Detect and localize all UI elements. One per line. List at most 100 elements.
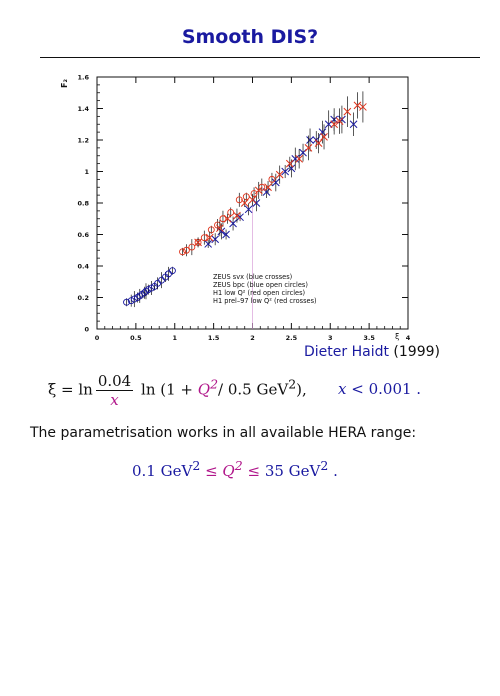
point-stroke-b — [353, 101, 362, 110]
hera-q2-range-equation: 0.1 GeV2 ≤ Q2 ≤ 35 GeV2 . — [132, 458, 338, 480]
cross-marker-s3 — [194, 238, 202, 247]
slide-title: Smooth DIS? — [181, 26, 319, 48]
eq1-q: Q — [197, 380, 211, 399]
point-stroke-b — [233, 211, 241, 220]
cross-marker-s3 — [359, 91, 367, 123]
point-stroke-b — [304, 144, 313, 152]
point-stroke-b — [194, 238, 202, 247]
cross-marker-s3 — [343, 96, 352, 127]
eq2-q: Q — [222, 462, 235, 480]
cross-marker-s1 — [349, 112, 358, 137]
point-stroke-b — [291, 155, 300, 163]
legend-entry: ZEUS bpc (blue open circles) — [213, 281, 308, 289]
point — [182, 246, 190, 254]
cross-marker-s3 — [264, 181, 272, 194]
cross-marker-s3 — [285, 156, 294, 171]
point-stroke-b — [244, 205, 253, 214]
cross-marker-s3 — [330, 113, 338, 135]
x-axis-title: ξ — [395, 332, 399, 341]
point-stroke-b — [271, 178, 280, 187]
cross-marker-s3 — [254, 181, 263, 199]
point-stroke-b — [287, 164, 296, 173]
circle-marker-s0 — [168, 266, 176, 275]
eq1-lhs: ξ = ln — [48, 380, 93, 399]
point — [235, 196, 243, 204]
point-stroke-b — [335, 117, 344, 125]
eq1-cond-rest: < 0.001 . — [351, 380, 422, 398]
x-tick-label: 1.5 — [208, 334, 220, 342]
circle-marker-s0 — [130, 291, 138, 308]
point-stroke-b — [217, 227, 226, 236]
y-tick-label: 0.8 — [77, 200, 89, 208]
point-stroke-b — [223, 214, 232, 223]
point-stroke-b — [205, 233, 214, 242]
circle-marker-s2 — [200, 230, 208, 245]
circle-marker-s2 — [182, 244, 190, 257]
point-stroke-b — [343, 107, 352, 116]
cross-marker-s1 — [318, 120, 327, 144]
eq1-q-exp: 2 — [210, 376, 219, 392]
cross-marker-s3 — [275, 165, 284, 184]
point — [200, 234, 208, 242]
point — [250, 190, 258, 198]
x-tick-label: 1 — [172, 334, 177, 342]
point-stroke-b — [349, 120, 358, 129]
circle-marker-s2 — [207, 225, 215, 234]
eq2-q-exp: 2 — [234, 458, 243, 473]
circle-marker-s0 — [123, 298, 130, 307]
x-tick-label: 4 — [406, 334, 411, 342]
point-stroke-b — [359, 103, 367, 111]
legend-entry: H1 prel–97 low Q² (red crosses) — [213, 297, 317, 305]
author-credit: Dieter Haidt (1999) — [304, 344, 440, 360]
cross-marker-s1 — [324, 110, 333, 139]
x-tick-label: 2 — [250, 334, 255, 342]
cross-marker-s3 — [223, 213, 232, 224]
x-tick-label: 2.5 — [286, 334, 298, 342]
xi-definition-equation: ξ = ln 0.04 x ln (1 + Q2/ 0.5 GeV2), x < 0… — [48, 372, 421, 409]
circle-marker-s0 — [147, 281, 155, 296]
point-stroke-b — [295, 155, 304, 163]
eq1-paren-close: ), — [296, 380, 307, 399]
circle-marker-s2 — [214, 219, 221, 232]
point-stroke-b — [299, 148, 307, 157]
eq2-lower: 0.1 GeV — [132, 462, 193, 480]
cross-marker-s1 — [252, 194, 261, 212]
cross-marker-s3 — [233, 208, 241, 223]
eq2-le2: ≤ — [247, 462, 261, 480]
point-stroke-b — [320, 132, 328, 141]
y-tick-label: 0 — [84, 326, 89, 334]
point-stroke-b — [248, 195, 257, 204]
y-tick-label: 0.2 — [77, 294, 89, 302]
cross-marker-s1 — [204, 239, 213, 248]
eq1-gev-exp: 2 — [288, 376, 297, 392]
cross-marker-s3 — [295, 149, 304, 169]
legend-entry: H1 low Q² (red open circles) — [213, 289, 305, 297]
y-tick-label: 1.4 — [77, 105, 89, 113]
cross-marker-s3 — [215, 220, 224, 237]
point — [168, 267, 176, 275]
point-stroke-b — [285, 159, 294, 168]
point-stroke-b — [262, 188, 271, 196]
cross-marker-s1 — [222, 229, 230, 240]
y-tick-label: 1.2 — [77, 137, 89, 145]
point-stroke-b — [252, 199, 261, 207]
cross-marker-s3 — [320, 124, 328, 150]
y-tick-label: 0.4 — [77, 263, 89, 271]
point — [207, 226, 215, 234]
y-tick-label: 1.6 — [77, 74, 89, 82]
cross-marker-s1 — [244, 203, 253, 216]
point-stroke-b — [281, 167, 290, 176]
cross-marker-s1 — [306, 128, 314, 152]
y-axis-title: F₂ — [60, 79, 69, 88]
eq1-log: ln — [141, 380, 156, 399]
eq1-numerator: 0.04 — [95, 372, 134, 391]
eq2-end: . — [333, 462, 338, 480]
cross-marker-s3 — [314, 133, 323, 154]
eq1-denominator: x — [110, 391, 119, 409]
eq2-upper-exp: 2 — [320, 458, 329, 473]
point-stroke-b — [324, 120, 333, 129]
cross-marker-s3 — [304, 135, 313, 161]
point-stroke-b — [222, 230, 230, 239]
point — [188, 243, 196, 251]
credit-year: (1999) — [393, 344, 440, 360]
